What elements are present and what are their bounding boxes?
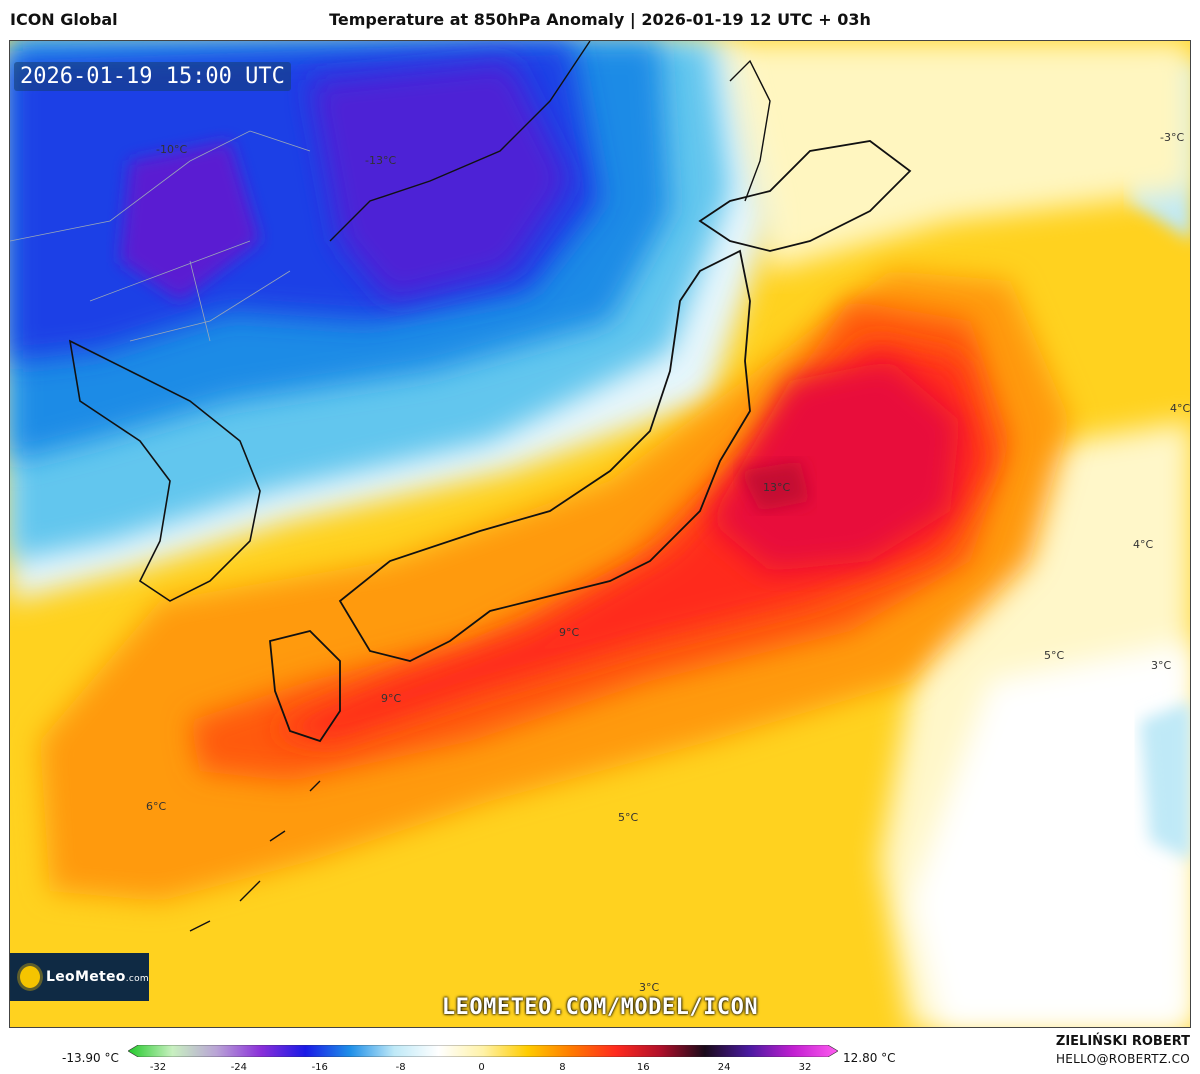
- header: ICON Global Temperature at 850hPa Anomal…: [0, 0, 1200, 38]
- contour-label: 4°C: [1170, 402, 1191, 415]
- colorbar: [128, 1045, 838, 1057]
- field-purple: [310, 61, 570, 301]
- korea-coast: [68, 339, 261, 602]
- temperature-anomaly-map: -10°C -13°C -3°C 4°C 13°C 4°C 5°C 3°C 9°…: [9, 40, 1191, 1028]
- contour-label: 13°C: [763, 481, 791, 494]
- contour-label: -10°C: [156, 143, 188, 156]
- colorbar-tick-label: -24: [230, 1062, 248, 1073]
- field-purple-2: [120, 141, 260, 301]
- author-name: ZIELIŃSKI ROBERT: [1055, 1034, 1190, 1049]
- field-cyan-east: [1140, 701, 1190, 861]
- japan-kyushu-coast: [269, 630, 341, 743]
- contour-label: 3°C: [639, 981, 660, 994]
- sakhalin-coast: [729, 59, 771, 202]
- contour-label: 9°C: [381, 692, 402, 705]
- contour-label: -3°C: [1160, 131, 1185, 144]
- ryukyu-islands: [189, 780, 321, 932]
- legend-min-value: -13.90 °C: [62, 1051, 119, 1065]
- chart-title: Temperature at 850hPa Anomaly | 2026-01-…: [329, 10, 871, 29]
- country-borders: [10, 130, 311, 342]
- contour-label: 4°C: [1133, 538, 1154, 551]
- contour-label: 5°C: [618, 811, 639, 824]
- model-name: ICON Global: [10, 10, 118, 29]
- japan-hokkaido-coast: [698, 140, 912, 252]
- contour-label: 3°C: [1151, 659, 1172, 672]
- watermark-url: LEOMETEO.COM/MODEL/ICON: [441, 995, 759, 1020]
- colorbar-tick-label: -32: [149, 1062, 167, 1073]
- legend-footer: -13.90 °C -32 -24 -16 -8 0 8 16 24 32 12.80 °C Z…: [0, 1030, 1200, 1074]
- japan-honshu-coast: [338, 249, 751, 662]
- author-email: HELLO@ROBERTZ.CO: [1055, 1052, 1190, 1066]
- leometeo-logo[interactable]: LeoMeteo.com: [10, 953, 149, 1001]
- valid-time-badge: 2026-01-19 15:00 UTC: [14, 62, 291, 91]
- contour-label: 9°C: [559, 626, 580, 639]
- colorbar-tick-label: 24: [717, 1062, 731, 1073]
- logo-text: LeoMeteo: [46, 969, 126, 985]
- colorbar-tick-label: 16: [636, 1062, 650, 1073]
- field-pale-north: [710, 41, 1190, 271]
- sun-icon: [20, 966, 41, 988]
- contour-label: -13°C: [365, 154, 397, 167]
- logo-suffix: .com: [125, 974, 149, 984]
- legend-max-value: 12.80 °C: [843, 1051, 896, 1065]
- colorbar-tick-label: 8: [559, 1062, 566, 1073]
- asia-coast-north: [329, 41, 591, 242]
- colorbar-tick-label: -8: [395, 1062, 406, 1073]
- field-white-east: [910, 641, 1190, 1027]
- field-crimson: [710, 361, 960, 571]
- field-dark-crimson: [740, 461, 810, 511]
- colorbar-fill: [128, 1045, 838, 1057]
- colorbar-tick-label: 32: [798, 1062, 812, 1073]
- map-canvas: [10, 41, 1190, 1027]
- contour-label: 6°C: [146, 800, 167, 813]
- colorbar-tick-label: -16: [311, 1062, 328, 1073]
- contour-label: 5°C: [1044, 649, 1065, 662]
- colorbar-tick-label: 0: [478, 1062, 485, 1073]
